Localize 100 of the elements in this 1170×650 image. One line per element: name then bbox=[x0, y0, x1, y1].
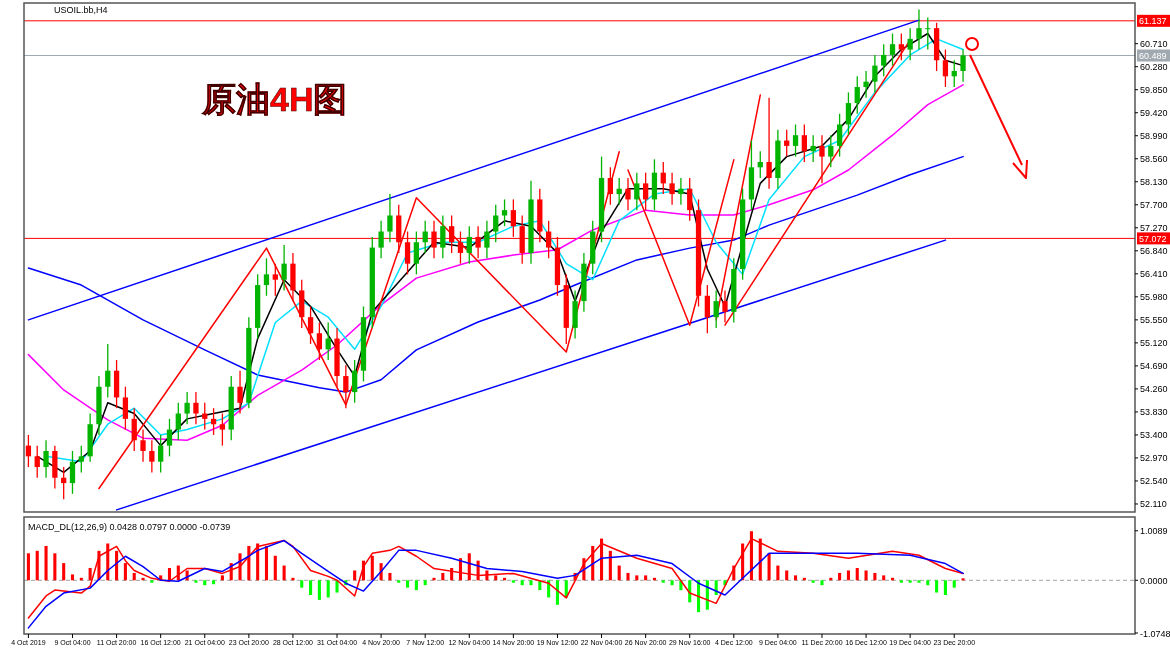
bar bbox=[670, 580, 674, 586]
y-tick-label: 59.420 bbox=[1140, 108, 1168, 119]
candlestick bbox=[343, 364, 349, 409]
bar bbox=[335, 580, 339, 593]
candlestick bbox=[263, 257, 270, 297]
y-tick-label: 58.990 bbox=[1140, 131, 1168, 142]
candlestick bbox=[854, 75, 860, 115]
bar bbox=[820, 580, 824, 586]
bar bbox=[300, 580, 304, 588]
y-tick-label: 53.400 bbox=[1140, 430, 1168, 441]
candlestick bbox=[387, 193, 393, 243]
candlestick bbox=[828, 134, 834, 168]
bar bbox=[635, 575, 639, 581]
bar bbox=[626, 572, 630, 581]
bar bbox=[644, 575, 648, 581]
bar bbox=[529, 580, 533, 586]
bar bbox=[917, 580, 921, 583]
candlestick bbox=[889, 32, 896, 67]
candlestick bbox=[131, 407, 137, 452]
bar bbox=[873, 572, 877, 581]
candlestick bbox=[881, 43, 887, 77]
bar bbox=[406, 580, 410, 588]
bar bbox=[353, 570, 357, 581]
bar bbox=[882, 575, 886, 581]
bar bbox=[203, 580, 207, 586]
bar bbox=[123, 563, 127, 581]
candlestick bbox=[184, 391, 190, 425]
bar bbox=[273, 555, 277, 581]
bar bbox=[194, 580, 198, 583]
candlestick bbox=[493, 204, 499, 243]
candlestick bbox=[642, 172, 649, 211]
bar bbox=[317, 580, 321, 600]
bar bbox=[238, 553, 242, 581]
candlestick bbox=[845, 91, 852, 136]
candlestick bbox=[625, 177, 631, 211]
candlestick bbox=[272, 263, 278, 297]
bar bbox=[793, 575, 798, 581]
bar bbox=[309, 580, 313, 595]
y-tick-label: 54.260 bbox=[1140, 384, 1168, 395]
bar bbox=[44, 545, 48, 581]
y-tick-label: 55.980 bbox=[1140, 292, 1168, 303]
y-tick-label: 55.120 bbox=[1140, 338, 1168, 349]
bar bbox=[26, 553, 30, 581]
bar bbox=[785, 570, 789, 581]
bar bbox=[952, 580, 956, 588]
candlestick bbox=[863, 70, 869, 99]
candlestick bbox=[634, 172, 640, 211]
y-tick-label: 55.550 bbox=[1140, 315, 1168, 326]
candlestick bbox=[687, 177, 693, 222]
ref-line-label: 60.489 bbox=[1139, 51, 1167, 62]
candlestick bbox=[158, 434, 164, 474]
candlestick bbox=[678, 177, 684, 206]
y-tick-label: 0.0000 bbox=[1140, 575, 1168, 586]
bar bbox=[926, 580, 930, 586]
candlestick bbox=[925, 16, 931, 51]
candlestick bbox=[704, 284, 710, 334]
bar bbox=[767, 553, 771, 581]
bar bbox=[220, 575, 224, 581]
bar bbox=[441, 572, 445, 581]
candlestick bbox=[237, 370, 243, 415]
candlestick bbox=[872, 54, 878, 94]
candlestick bbox=[307, 305, 314, 345]
candlestick bbox=[801, 123, 807, 163]
candlestick bbox=[140, 428, 146, 463]
text: 原油4H图 bbox=[201, 80, 348, 118]
bar bbox=[846, 570, 850, 581]
candlestick bbox=[219, 412, 226, 447]
y-tick-label: 52.970 bbox=[1140, 453, 1168, 464]
candlestick bbox=[378, 220, 384, 259]
candlestick bbox=[466, 225, 472, 265]
y-tick-label: 1.0089 bbox=[1140, 526, 1168, 537]
candlestick bbox=[43, 439, 49, 479]
ref-line-label: 61.137 bbox=[1139, 16, 1167, 27]
candlestick bbox=[193, 391, 199, 425]
ref-line-label: 57.072 bbox=[1139, 233, 1167, 244]
bar bbox=[414, 580, 418, 591]
candlestick bbox=[78, 444, 84, 474]
candlestick bbox=[836, 113, 843, 158]
bar bbox=[282, 565, 286, 581]
y-tick-label: 57.700 bbox=[1140, 200, 1168, 211]
bar bbox=[811, 580, 815, 583]
bar bbox=[494, 575, 498, 581]
candlestick bbox=[413, 230, 420, 276]
bar bbox=[141, 577, 145, 581]
candlestick bbox=[907, 27, 913, 61]
candlestick bbox=[713, 289, 719, 329]
bar bbox=[617, 565, 621, 581]
y-tick-label: 52.540 bbox=[1140, 476, 1168, 487]
y-tick-label: 52.110 bbox=[1140, 499, 1167, 510]
bar bbox=[150, 580, 154, 583]
candlestick bbox=[669, 172, 675, 206]
bar bbox=[88, 568, 92, 581]
bar bbox=[661, 580, 665, 583]
bar bbox=[423, 580, 427, 586]
bar bbox=[855, 568, 859, 581]
bar bbox=[838, 572, 842, 581]
candlestick bbox=[960, 48, 966, 83]
bar bbox=[864, 570, 868, 581]
candlestick bbox=[105, 343, 111, 399]
bar bbox=[935, 580, 939, 593]
